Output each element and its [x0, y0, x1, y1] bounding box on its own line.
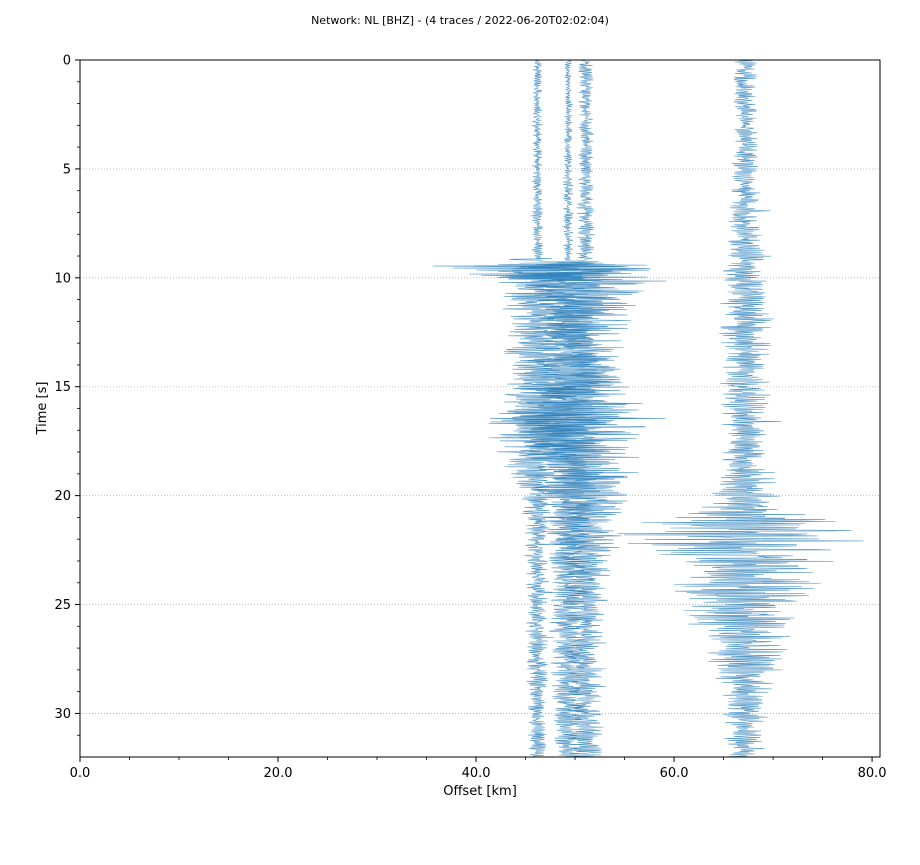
y-tick-label: 0: [63, 54, 71, 69]
y-tick-label: 5: [63, 162, 71, 177]
plot-frame: [79, 59, 881, 758]
x-tick-label: 60.0: [660, 766, 689, 781]
axis-ticks: 0 5 10 15 20 25 30 0.0 20.0 40.0 60.0 80.0: [54, 54, 886, 782]
y-tick-label: 30: [54, 707, 71, 722]
y-tick-label: 15: [54, 380, 71, 395]
x-tick-label: 40.0: [462, 766, 491, 781]
seismic-trace-4: [617, 59, 864, 758]
y-tick-label: 10: [54, 271, 71, 286]
trace-layer: [432, 59, 864, 758]
seismic-trace-1: [432, 59, 628, 758]
seismic-trace-3: [473, 59, 667, 758]
y-tick-label: 25: [54, 598, 71, 613]
x-axis-label: Offset [km]: [443, 784, 517, 799]
x-tick-label: 0.0: [70, 766, 91, 781]
y-axis-label: Time [s]: [35, 382, 50, 436]
chart-title: Network: NL [BHZ] - (4 traces / 2022-06-…: [311, 14, 609, 27]
x-tick-label: 20.0: [264, 766, 293, 781]
x-tick-label: 80.0: [858, 766, 887, 781]
y-tick-label: 20: [54, 489, 71, 504]
